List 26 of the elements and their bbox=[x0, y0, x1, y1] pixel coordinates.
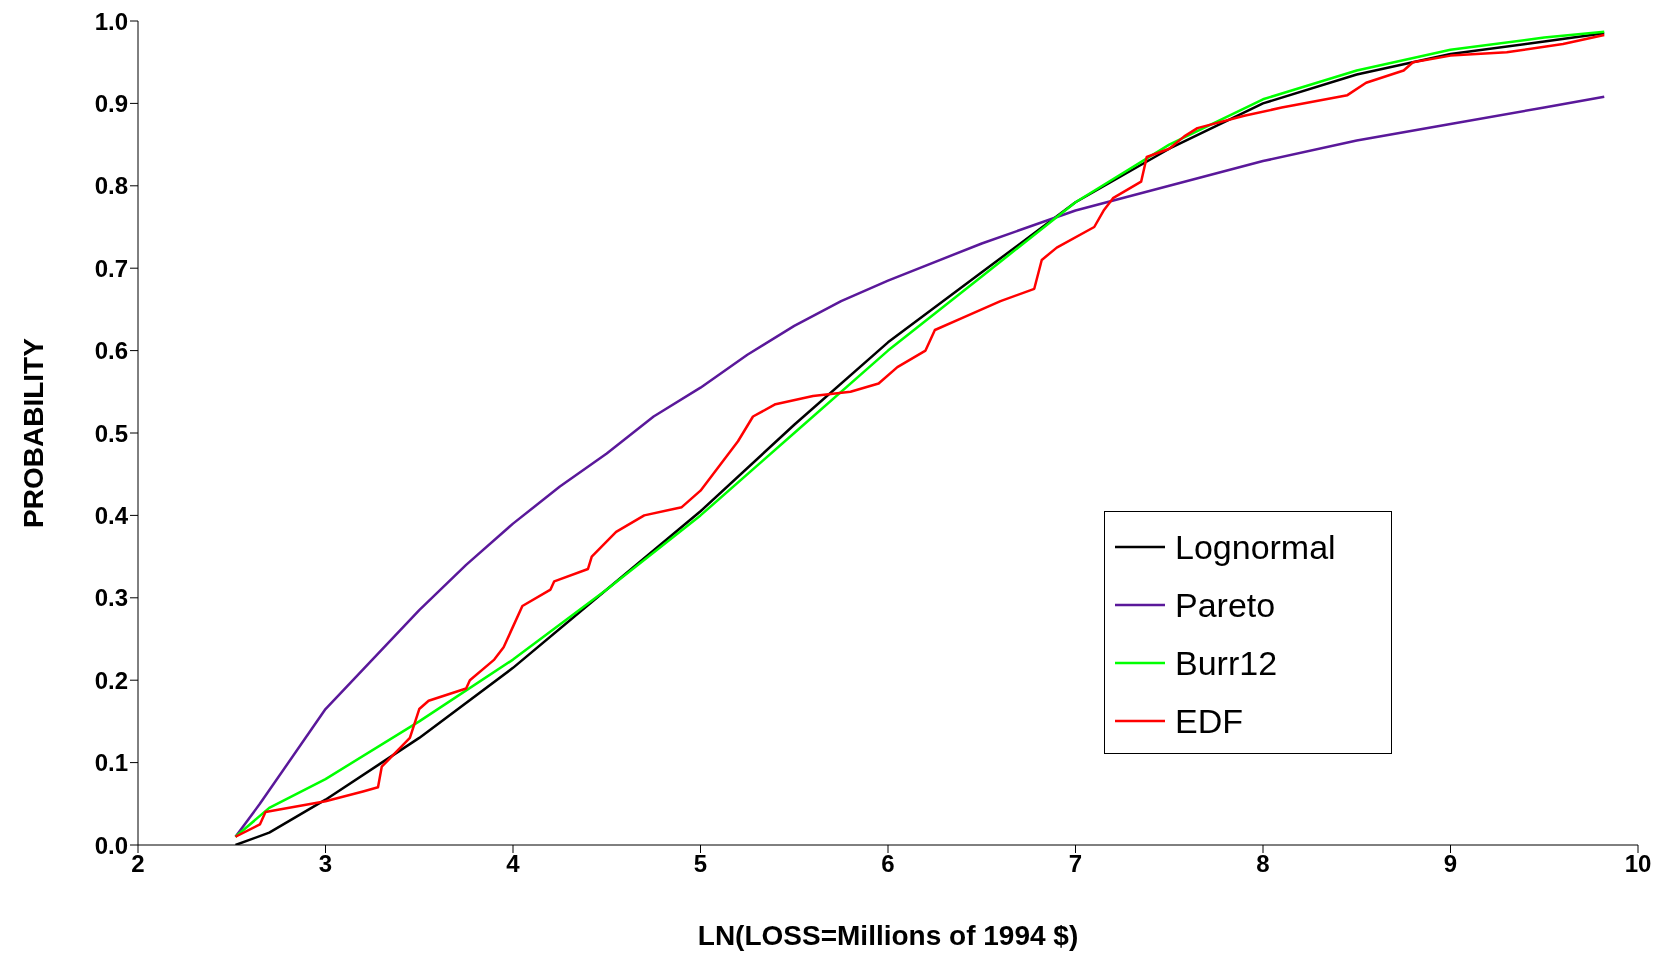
x-tick-label: 4 bbox=[506, 850, 521, 878]
legend-label: Lognormal bbox=[1175, 527, 1336, 567]
x-tick-label: 6 bbox=[881, 850, 895, 878]
legend-label: Pareto bbox=[1175, 585, 1276, 625]
y-tick-label: 0.1 bbox=[94, 749, 128, 777]
x-tick-label: 9 bbox=[1443, 850, 1458, 878]
x-axis-title: LN(LOSS=Millions of 1994 $) bbox=[697, 920, 1079, 951]
y-tick-label: 0.7 bbox=[94, 254, 128, 282]
legend-label: Burr12 bbox=[1175, 643, 1278, 683]
y-tick-label: 1.0 bbox=[94, 7, 128, 35]
y-axis-title: PROBABILITY bbox=[17, 337, 49, 528]
y-tick-label: 0.4 bbox=[94, 501, 129, 529]
legend-label: EDF bbox=[1175, 701, 1243, 741]
x-tick-label: 3 bbox=[318, 850, 333, 878]
y-tick-label: 0.8 bbox=[94, 172, 128, 200]
y-tick-label: 0.5 bbox=[94, 419, 128, 447]
y-tick-label: 0.6 bbox=[94, 337, 128, 365]
x-tick-label: 10 bbox=[1624, 850, 1652, 878]
x-tick-label: 5 bbox=[693, 850, 708, 878]
y-tick-label: 0.9 bbox=[94, 89, 128, 117]
y-tick-label: 0.0 bbox=[94, 831, 128, 859]
x-tick-label: 7 bbox=[1068, 850, 1083, 878]
y-tick-label: 0.2 bbox=[94, 666, 128, 694]
y-tick-label: 0.3 bbox=[94, 584, 128, 612]
x-tick-label: 8 bbox=[1256, 850, 1270, 878]
x-tick-label: 2 bbox=[131, 850, 145, 878]
